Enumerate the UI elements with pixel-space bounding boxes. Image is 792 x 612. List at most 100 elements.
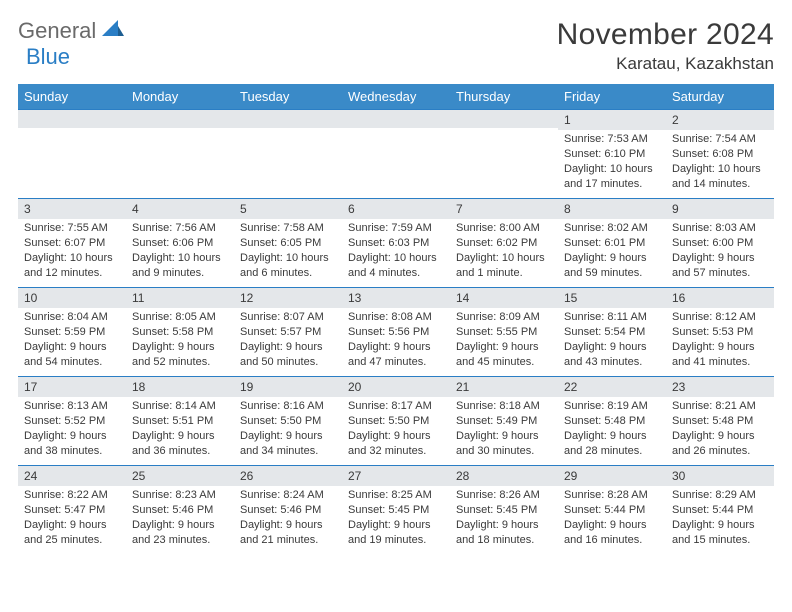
daylight-line: Daylight: 9 hours and 28 minutes. xyxy=(564,429,660,459)
day-number: 26 xyxy=(234,466,342,486)
sunset-line: Sunset: 5:45 PM xyxy=(348,503,444,518)
sunset-line: Sunset: 5:55 PM xyxy=(456,325,552,340)
dow-cell: Friday xyxy=(558,84,666,109)
day-body: Sunrise: 8:24 AMSunset: 5:46 PMDaylight:… xyxy=(234,486,342,553)
sunrise-line: Sunrise: 8:17 AM xyxy=(348,399,444,414)
sunrise-line: Sunrise: 8:28 AM xyxy=(564,488,660,503)
day-body: Sunrise: 8:08 AMSunset: 5:56 PMDaylight:… xyxy=(342,308,450,375)
sunset-line: Sunset: 5:58 PM xyxy=(132,325,228,340)
day-body: Sunrise: 8:18 AMSunset: 5:49 PMDaylight:… xyxy=(450,397,558,464)
sunrise-line: Sunrise: 7:54 AM xyxy=(672,132,768,147)
day-number: 30 xyxy=(666,466,774,486)
weeks-container: 1Sunrise: 7:53 AMSunset: 6:10 PMDaylight… xyxy=(18,109,774,554)
sunrise-line: Sunrise: 7:53 AM xyxy=(564,132,660,147)
sunset-line: Sunset: 5:46 PM xyxy=(132,503,228,518)
sunset-line: Sunset: 5:57 PM xyxy=(240,325,336,340)
day-number: 16 xyxy=(666,288,774,308)
day-number: 27 xyxy=(342,466,450,486)
sunset-line: Sunset: 5:56 PM xyxy=(348,325,444,340)
day-cell: 23Sunrise: 8:21 AMSunset: 5:48 PMDayligh… xyxy=(666,377,774,465)
day-body: Sunrise: 8:04 AMSunset: 5:59 PMDaylight:… xyxy=(18,308,126,375)
sunset-line: Sunset: 5:52 PM xyxy=(24,414,120,429)
calendar: SundayMondayTuesdayWednesdayThursdayFrid… xyxy=(18,84,774,554)
sunrise-line: Sunrise: 8:07 AM xyxy=(240,310,336,325)
brand-part1: General xyxy=(18,18,96,44)
daylight-line: Daylight: 9 hours and 32 minutes. xyxy=(348,429,444,459)
day-number xyxy=(342,110,450,128)
sunrise-line: Sunrise: 8:14 AM xyxy=(132,399,228,414)
sunrise-line: Sunrise: 8:21 AM xyxy=(672,399,768,414)
daylight-line: Daylight: 9 hours and 45 minutes. xyxy=(456,340,552,370)
day-cell: 7Sunrise: 8:00 AMSunset: 6:02 PMDaylight… xyxy=(450,199,558,287)
sunrise-line: Sunrise: 7:55 AM xyxy=(24,221,120,236)
dow-cell: Monday xyxy=(126,84,234,109)
day-number: 9 xyxy=(666,199,774,219)
day-number: 8 xyxy=(558,199,666,219)
day-cell: 18Sunrise: 8:14 AMSunset: 5:51 PMDayligh… xyxy=(126,377,234,465)
day-cell: 25Sunrise: 8:23 AMSunset: 5:46 PMDayligh… xyxy=(126,466,234,554)
day-body: Sunrise: 8:28 AMSunset: 5:44 PMDaylight:… xyxy=(558,486,666,553)
page-header: General November 2024 Karatau, Kazakhsta… xyxy=(18,18,774,74)
sunrise-line: Sunrise: 7:59 AM xyxy=(348,221,444,236)
sunset-line: Sunset: 5:50 PM xyxy=(240,414,336,429)
sunrise-line: Sunrise: 8:05 AM xyxy=(132,310,228,325)
daylight-line: Daylight: 9 hours and 23 minutes. xyxy=(132,518,228,548)
daylight-line: Daylight: 9 hours and 36 minutes. xyxy=(132,429,228,459)
day-number: 29 xyxy=(558,466,666,486)
daylight-line: Daylight: 10 hours and 14 minutes. xyxy=(672,162,768,192)
day-number: 15 xyxy=(558,288,666,308)
day-number: 7 xyxy=(450,199,558,219)
sail-icon xyxy=(100,18,124,40)
day-number: 10 xyxy=(18,288,126,308)
dow-cell: Wednesday xyxy=(342,84,450,109)
day-body: Sunrise: 8:09 AMSunset: 5:55 PMDaylight:… xyxy=(450,308,558,375)
daylight-line: Daylight: 9 hours and 18 minutes. xyxy=(456,518,552,548)
day-cell xyxy=(234,110,342,198)
daylight-line: Daylight: 10 hours and 12 minutes. xyxy=(24,251,120,281)
day-number: 6 xyxy=(342,199,450,219)
week-row: 24Sunrise: 8:22 AMSunset: 5:47 PMDayligh… xyxy=(18,465,774,554)
week-row: 1Sunrise: 7:53 AMSunset: 6:10 PMDaylight… xyxy=(18,109,774,198)
sunset-line: Sunset: 5:54 PM xyxy=(564,325,660,340)
sunset-line: Sunset: 5:48 PM xyxy=(564,414,660,429)
day-body: Sunrise: 7:58 AMSunset: 6:05 PMDaylight:… xyxy=(234,219,342,286)
week-row: 10Sunrise: 8:04 AMSunset: 5:59 PMDayligh… xyxy=(18,287,774,376)
daylight-line: Daylight: 9 hours and 59 minutes. xyxy=(564,251,660,281)
sunrise-line: Sunrise: 8:00 AM xyxy=(456,221,552,236)
day-number: 20 xyxy=(342,377,450,397)
day-number: 18 xyxy=(126,377,234,397)
sunset-line: Sunset: 5:44 PM xyxy=(564,503,660,518)
daylight-line: Daylight: 10 hours and 6 minutes. xyxy=(240,251,336,281)
sunset-line: Sunset: 5:59 PM xyxy=(24,325,120,340)
day-body: Sunrise: 8:14 AMSunset: 5:51 PMDaylight:… xyxy=(126,397,234,464)
sunrise-line: Sunrise: 8:03 AM xyxy=(672,221,768,236)
day-body: Sunrise: 8:19 AMSunset: 5:48 PMDaylight:… xyxy=(558,397,666,464)
daylight-line: Daylight: 9 hours and 52 minutes. xyxy=(132,340,228,370)
day-number: 11 xyxy=(126,288,234,308)
day-cell: 11Sunrise: 8:05 AMSunset: 5:58 PMDayligh… xyxy=(126,288,234,376)
day-cell: 30Sunrise: 8:29 AMSunset: 5:44 PMDayligh… xyxy=(666,466,774,554)
day-number: 24 xyxy=(18,466,126,486)
sunrise-line: Sunrise: 8:12 AM xyxy=(672,310,768,325)
sunset-line: Sunset: 5:49 PM xyxy=(456,414,552,429)
sunset-line: Sunset: 6:10 PM xyxy=(564,147,660,162)
day-number: 23 xyxy=(666,377,774,397)
day-cell: 27Sunrise: 8:25 AMSunset: 5:45 PMDayligh… xyxy=(342,466,450,554)
day-number: 21 xyxy=(450,377,558,397)
day-number: 12 xyxy=(234,288,342,308)
sunset-line: Sunset: 5:46 PM xyxy=(240,503,336,518)
day-body: Sunrise: 8:16 AMSunset: 5:50 PMDaylight:… xyxy=(234,397,342,464)
day-cell: 24Sunrise: 8:22 AMSunset: 5:47 PMDayligh… xyxy=(18,466,126,554)
sunrise-line: Sunrise: 8:04 AM xyxy=(24,310,120,325)
day-number: 28 xyxy=(450,466,558,486)
daylight-line: Daylight: 9 hours and 16 minutes. xyxy=(564,518,660,548)
day-body: Sunrise: 8:05 AMSunset: 5:58 PMDaylight:… xyxy=(126,308,234,375)
day-body: Sunrise: 8:03 AMSunset: 6:00 PMDaylight:… xyxy=(666,219,774,286)
day-cell: 13Sunrise: 8:08 AMSunset: 5:56 PMDayligh… xyxy=(342,288,450,376)
day-body: Sunrise: 8:00 AMSunset: 6:02 PMDaylight:… xyxy=(450,219,558,286)
day-cell: 29Sunrise: 8:28 AMSunset: 5:44 PMDayligh… xyxy=(558,466,666,554)
sunrise-line: Sunrise: 8:08 AM xyxy=(348,310,444,325)
daylight-line: Daylight: 10 hours and 17 minutes. xyxy=(564,162,660,192)
daylight-line: Daylight: 9 hours and 43 minutes. xyxy=(564,340,660,370)
day-cell: 1Sunrise: 7:53 AMSunset: 6:10 PMDaylight… xyxy=(558,110,666,198)
